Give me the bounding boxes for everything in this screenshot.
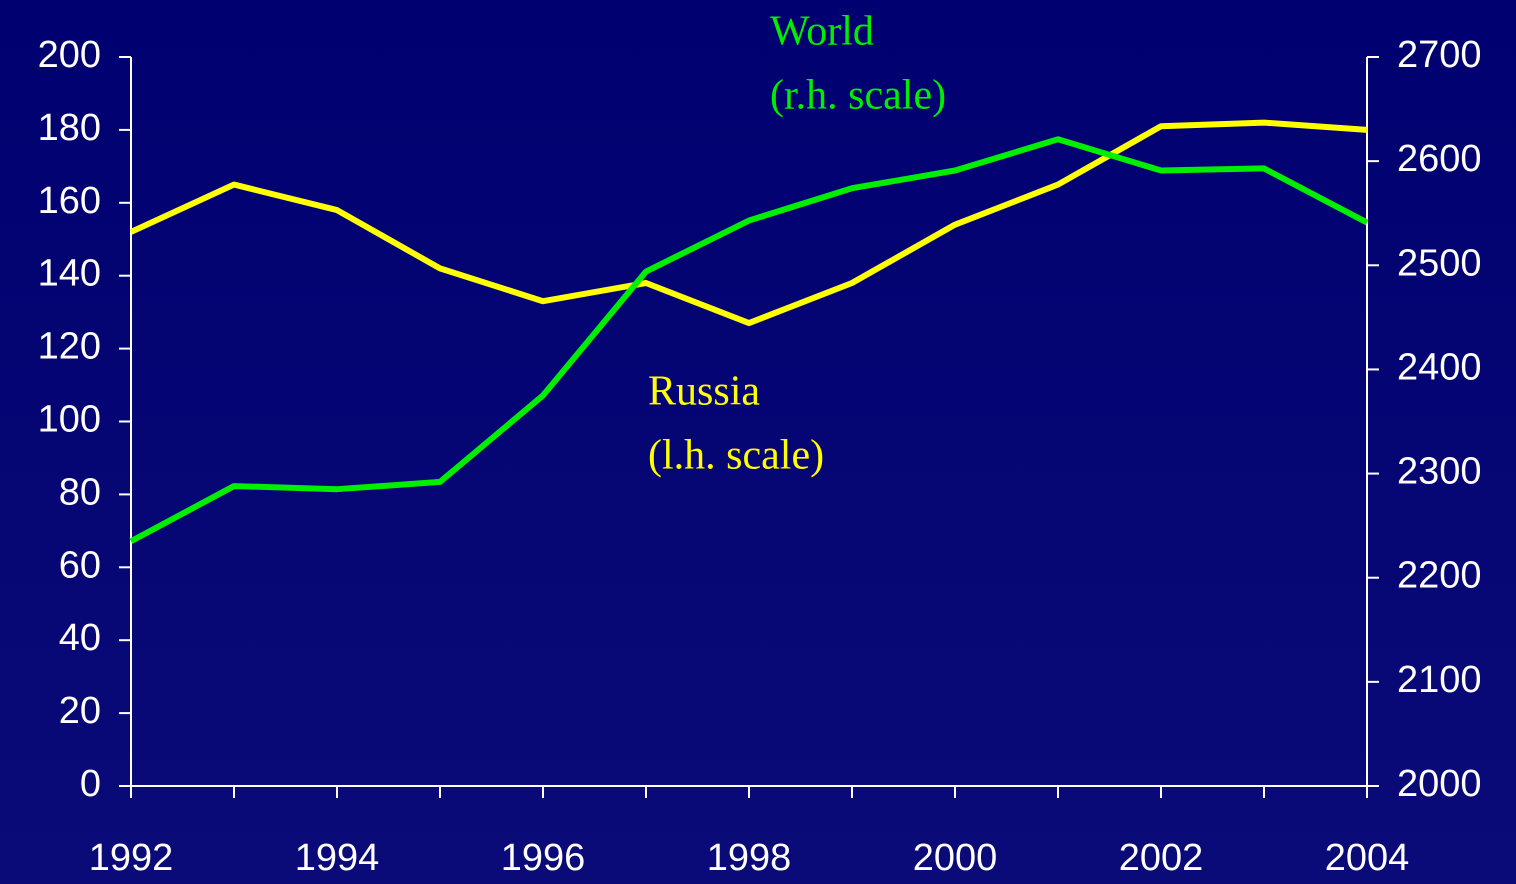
annotation: (r.h. scale) bbox=[770, 73, 946, 119]
y2-tick-label: 2600 bbox=[1397, 138, 1482, 180]
y2-tick-label: 2200 bbox=[1397, 555, 1482, 597]
y-tick-label: 0 bbox=[80, 763, 101, 805]
y2-tick-label: 2700 bbox=[1397, 34, 1482, 76]
x-tick-label: 2004 bbox=[1325, 837, 1410, 879]
y2-tick-label: 2000 bbox=[1397, 763, 1482, 805]
x-tick-label: 2002 bbox=[1119, 837, 1204, 879]
y-tick-label: 80 bbox=[59, 471, 101, 513]
x-tick-label: 1994 bbox=[295, 837, 380, 879]
y2-tick-label: 2400 bbox=[1397, 346, 1482, 388]
y2-tick-label: 2500 bbox=[1397, 242, 1482, 284]
y-tick-label: 60 bbox=[59, 544, 101, 586]
x-tick-label: 1992 bbox=[89, 837, 174, 879]
y2-tick-label: 2100 bbox=[1397, 659, 1482, 701]
y2-tick-label: 2300 bbox=[1397, 451, 1482, 493]
y-tick-label: 180 bbox=[38, 107, 101, 149]
x-tick-label: 1996 bbox=[501, 837, 586, 879]
annotation: Russia bbox=[648, 369, 760, 415]
x-tick-label: 1998 bbox=[707, 837, 792, 879]
series-line bbox=[129, 119, 1368, 327]
annotation: World bbox=[770, 9, 874, 55]
annotation: (l.h. scale) bbox=[648, 433, 824, 479]
y-tick-label: 160 bbox=[38, 180, 101, 222]
y-tick-label: 100 bbox=[38, 399, 101, 441]
y-tick-label: 20 bbox=[59, 690, 101, 732]
x-tick-label: 2000 bbox=[913, 837, 998, 879]
y-tick-label: 40 bbox=[59, 617, 101, 659]
y-tick-label: 200 bbox=[38, 34, 101, 76]
series-line bbox=[129, 136, 1369, 544]
y-tick-label: 120 bbox=[38, 326, 101, 368]
y-tick-label: 140 bbox=[38, 253, 101, 295]
